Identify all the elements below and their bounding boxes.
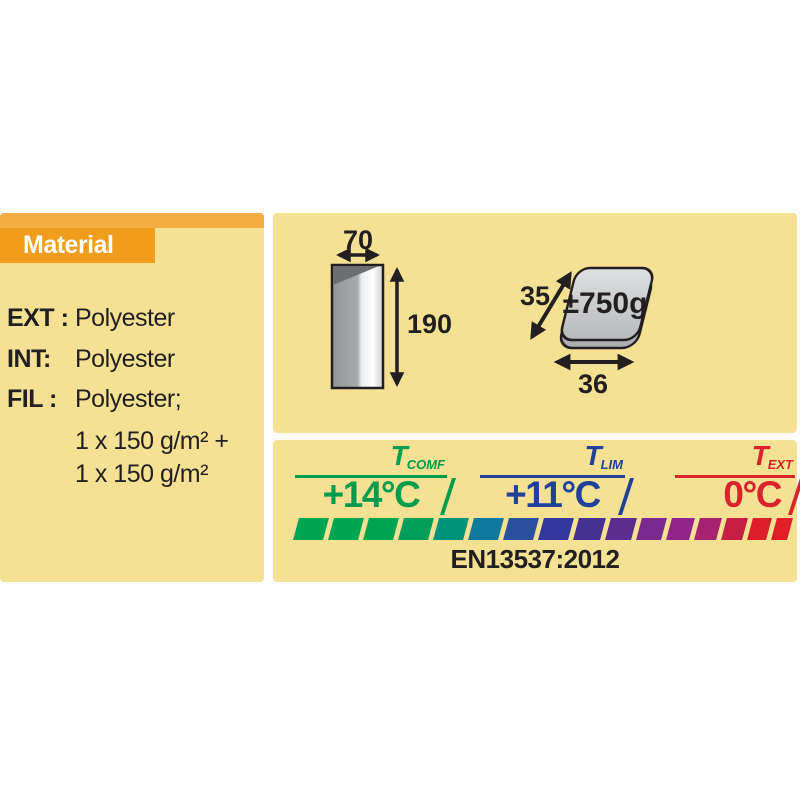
t-lim-value: +11°C	[505, 474, 601, 515]
scale-block	[666, 518, 695, 540]
material-row-label: EXT :	[7, 304, 69, 332]
material-title: Material	[23, 231, 114, 259]
scale-block	[293, 518, 329, 540]
temp-limit-section: TLIM +11°C	[480, 440, 634, 518]
scale-block	[328, 518, 364, 540]
scale-block	[771, 518, 793, 540]
scale-block	[468, 518, 504, 540]
packed-depth-label: 35	[520, 281, 550, 311]
mat-fold-corner	[333, 266, 379, 285]
t-comf-value: +14°C	[322, 474, 421, 515]
scale-block	[636, 518, 667, 540]
scale-block	[747, 518, 772, 540]
scale-block	[573, 518, 606, 540]
scale-block	[721, 518, 748, 540]
scale-block	[694, 518, 722, 540]
material-panel-top-strip	[0, 213, 264, 228]
packed-width-label: 36	[578, 369, 608, 399]
dimensions-diagram: 70 190 ±750g 35 36	[330, 225, 654, 399]
mat-height-label: 190	[407, 309, 452, 339]
material-row-label: FIL :	[7, 385, 57, 413]
material-row-value: Polyester	[75, 304, 175, 332]
fil-detail-line: 1 x 150 g/m² +	[75, 427, 229, 455]
scale-block	[433, 518, 469, 540]
t-ext-symbol: TEXT	[751, 440, 793, 473]
packed-weight-label: ±750g	[563, 287, 648, 320]
dimensions-panel: 70 190 ±750g 35 36	[273, 213, 797, 433]
temp-comfort-section: TCOMF +14°C	[295, 440, 456, 518]
scale-block	[398, 518, 434, 540]
packed-depth-arrow	[530, 271, 572, 340]
fil-detail-line: 1 x 150 g/m²	[75, 460, 208, 488]
temp-extreme-section: TEXT 0°C	[675, 440, 800, 518]
mat-width-label: 70	[343, 225, 373, 255]
material-panel: Material EXT : Polyester INT: Polyester …	[0, 213, 264, 582]
standard-label: EN13537:2012	[450, 544, 620, 574]
material-row-label: INT:	[7, 345, 51, 373]
scale-block	[605, 518, 637, 540]
scale-block	[503, 518, 539, 540]
t-ext-value: 0°C	[723, 474, 782, 515]
scale-block	[538, 518, 574, 540]
scale-block	[363, 518, 399, 540]
material-row-value: Polyester	[75, 345, 175, 373]
t-lim-symbol: TLIM	[584, 440, 624, 473]
material-row-value: Polyester;	[75, 385, 182, 413]
temperature-rating-panel: TCOMF +14°C TLIM +11°C TEXT 0°C EN13537:…	[273, 440, 800, 582]
mat-drawing	[330, 263, 385, 390]
temperature-scale-bar	[293, 518, 793, 540]
material-title-box: Material	[0, 228, 155, 263]
t-comf-symbol: TCOMF	[390, 440, 445, 473]
